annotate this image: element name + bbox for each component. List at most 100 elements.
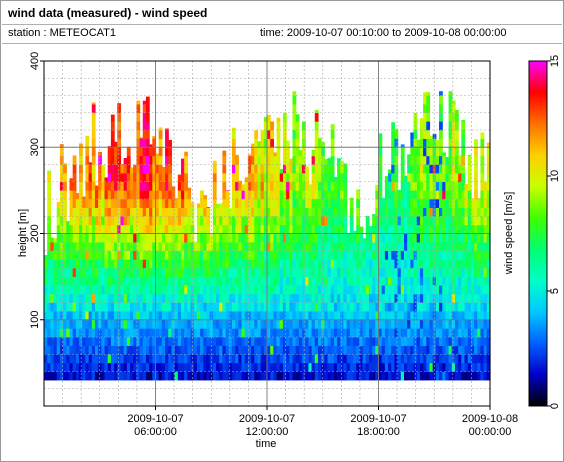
heatmap-cell	[353, 311, 357, 321]
heatmap-cell	[85, 259, 90, 269]
heatmap-cell	[305, 250, 310, 260]
heatmap-cell	[327, 207, 332, 217]
heatmap-cell	[180, 259, 185, 269]
heatmap-cell	[114, 362, 118, 372]
heatmap-cell	[203, 224, 208, 234]
heatmap-cell	[225, 371, 230, 381]
heatmap-cell	[439, 250, 443, 260]
heatmap-cell	[142, 216, 147, 226]
heatmap-cell	[184, 242, 188, 252]
heatmap-cell	[47, 250, 51, 260]
heatmap-cell	[483, 362, 488, 372]
heatmap-cell	[145, 181, 150, 191]
heatmap-cell	[44, 337, 48, 346]
heatmap-cell	[419, 345, 424, 355]
heatmap-cell	[273, 362, 278, 372]
heatmap-cell	[308, 216, 313, 226]
heatmap-cell	[241, 207, 246, 217]
heatmap-cell	[47, 311, 51, 321]
heatmap-cell	[365, 293, 370, 303]
heatmap-cell	[445, 164, 450, 174]
heatmap-cell	[477, 345, 482, 355]
heatmap-cell	[365, 224, 370, 234]
heatmap-cell	[314, 319, 319, 329]
heatmap-cell	[423, 362, 427, 372]
heatmap-cell	[298, 190, 303, 200]
heatmap-cell	[222, 207, 227, 217]
heatmap-cell	[480, 268, 485, 277]
heatmap-cell	[295, 181, 300, 191]
y-axis-title: height [m]	[17, 209, 29, 257]
heatmap-cell	[295, 268, 300, 277]
heatmap-cell	[486, 142, 491, 148]
heatmap-cell	[219, 259, 223, 269]
heatmap-cell	[470, 319, 475, 329]
heatmap-cell	[439, 207, 443, 217]
heatmap-cell	[142, 371, 147, 381]
heatmap-cell	[145, 328, 150, 338]
heatmap-cell	[308, 199, 313, 208]
heatmap-cell	[267, 268, 271, 277]
heatmap-cell	[474, 302, 478, 312]
heatmap-cell	[235, 207, 239, 217]
heatmap-cell	[435, 242, 440, 252]
heatmap-cell	[448, 276, 453, 286]
heatmap-cell	[365, 337, 370, 346]
heatmap-cell	[400, 259, 405, 269]
heatmap-cell	[98, 164, 102, 174]
heatmap-cell	[337, 173, 341, 183]
heatmap-cell	[126, 190, 131, 200]
heatmap-cell	[302, 138, 306, 148]
heatmap-cell	[333, 250, 338, 260]
heatmap-cell	[66, 311, 71, 321]
heatmap-cell	[238, 190, 243, 200]
heatmap-cell	[145, 121, 150, 131]
heatmap-cell	[368, 293, 373, 303]
heatmap-cell	[321, 164, 325, 174]
heatmap-cell	[85, 147, 90, 157]
heatmap-cell	[458, 276, 462, 286]
heatmap-cell	[292, 250, 297, 260]
heatmap-cell	[451, 147, 456, 157]
heatmap-cell	[292, 104, 297, 114]
heatmap-cell	[196, 203, 201, 208]
heatmap-cell	[282, 155, 287, 165]
heatmap-cell	[429, 164, 434, 174]
heatmap-cell	[429, 250, 434, 260]
heatmap-cell	[190, 362, 195, 372]
heatmap-cell	[53, 362, 58, 372]
heatmap-cell	[372, 354, 376, 364]
heatmap-cell	[171, 259, 176, 269]
heatmap-cell	[321, 319, 325, 329]
heatmap-cell	[44, 311, 48, 321]
heatmap-cell	[439, 371, 443, 381]
heatmap-cell	[340, 207, 345, 217]
heatmap-cell	[72, 242, 77, 252]
heatmap-cell	[85, 207, 90, 217]
heatmap-cell	[75, 233, 80, 243]
heatmap-cell	[161, 354, 166, 364]
heatmap-cell	[470, 216, 475, 226]
heatmap-cell	[149, 181, 153, 191]
heatmap-cell	[136, 104, 141, 114]
heatmap-cell	[184, 302, 188, 312]
heatmap-cell	[66, 328, 71, 338]
heatmap-cell	[474, 268, 478, 277]
heatmap-cell	[429, 224, 434, 234]
heatmap-cell	[365, 319, 370, 329]
heatmap-cell	[340, 345, 345, 355]
heatmap-cell	[381, 319, 386, 329]
heatmap-cell	[50, 276, 55, 286]
heatmap-cell	[381, 197, 386, 200]
heatmap-cell	[429, 276, 434, 286]
heatmap-cell	[251, 173, 255, 183]
heatmap-cell	[359, 226, 364, 234]
heatmap-cell	[397, 199, 402, 208]
heatmap-cell	[123, 216, 128, 226]
heatmap-cell	[470, 268, 475, 277]
heatmap-cell	[152, 147, 157, 157]
heatmap-cell	[193, 311, 198, 321]
heatmap-cell	[467, 276, 472, 286]
heatmap-cell	[158, 285, 163, 295]
heatmap-cell	[174, 354, 179, 364]
